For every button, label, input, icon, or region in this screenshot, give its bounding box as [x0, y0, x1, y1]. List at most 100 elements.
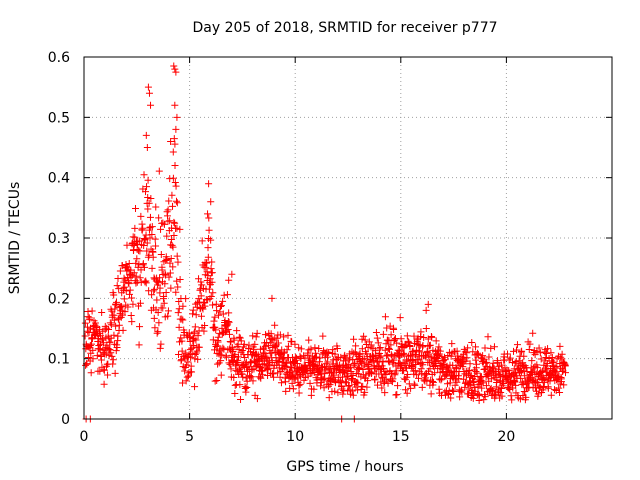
data-point	[81, 332, 89, 340]
data-point	[319, 332, 327, 340]
data-point	[480, 396, 488, 404]
data-point	[317, 382, 325, 390]
data-point	[204, 253, 212, 261]
data-point	[338, 385, 346, 393]
data-point	[137, 212, 145, 220]
y-axis-title: SRMTID / TECUs	[7, 182, 23, 295]
data-point	[187, 362, 195, 370]
data-point	[136, 323, 144, 331]
data-point	[306, 379, 314, 387]
data-point	[462, 357, 470, 365]
data-point	[435, 343, 443, 351]
data-point	[360, 332, 368, 340]
data-point	[200, 327, 208, 335]
data-point	[426, 365, 434, 373]
data-point	[197, 312, 205, 320]
data-point	[547, 391, 555, 399]
data-point	[361, 388, 369, 396]
data-point	[228, 344, 236, 352]
data-point	[465, 385, 473, 393]
data-point	[490, 364, 498, 372]
data-point	[533, 348, 541, 356]
data-point	[171, 179, 179, 187]
data-point	[203, 259, 211, 267]
data-point	[225, 309, 233, 317]
data-point	[350, 335, 358, 343]
data-point	[404, 371, 412, 379]
data-point	[351, 360, 359, 368]
data-point	[197, 292, 205, 300]
data-point	[175, 350, 183, 358]
data-point	[525, 346, 533, 354]
data-point	[321, 370, 329, 378]
data-point	[213, 376, 221, 384]
y-tick-label: 0.1	[48, 352, 70, 368]
data-point	[237, 395, 245, 403]
data-point	[423, 348, 431, 356]
data-point	[154, 328, 162, 336]
data-point	[262, 331, 270, 339]
data-point	[431, 369, 439, 377]
data-point	[125, 290, 133, 298]
data-point	[112, 298, 120, 306]
data-point	[87, 369, 95, 377]
data-point	[345, 382, 353, 390]
data-point	[212, 326, 220, 334]
data-point	[163, 256, 171, 264]
data-point	[139, 260, 147, 268]
data-point	[282, 387, 290, 395]
data-point	[160, 292, 168, 300]
data-point	[231, 350, 239, 358]
data-point	[205, 180, 213, 188]
data-point	[139, 224, 147, 232]
data-point	[164, 312, 172, 320]
data-point	[248, 366, 256, 374]
data-point	[415, 348, 423, 356]
data-point	[224, 317, 232, 325]
data-point	[192, 300, 200, 308]
data-point	[373, 334, 381, 342]
data-point	[551, 363, 559, 371]
data-point	[83, 360, 91, 368]
data-point	[498, 378, 506, 386]
data-point	[548, 357, 556, 365]
data-point	[204, 244, 212, 252]
data-point	[291, 340, 299, 348]
data-point	[172, 68, 180, 76]
data-point	[543, 359, 551, 367]
data-point	[113, 282, 121, 290]
data-point	[88, 335, 96, 343]
data-point	[225, 276, 233, 284]
data-point	[249, 377, 257, 385]
data-point	[207, 198, 215, 206]
data-point	[170, 231, 178, 239]
data-point	[141, 278, 149, 286]
data-point	[453, 347, 461, 355]
data-point	[474, 381, 482, 389]
data-point	[190, 342, 198, 350]
data-point	[276, 373, 284, 381]
data-point	[383, 324, 391, 332]
data-point	[542, 349, 550, 357]
data-point	[167, 255, 175, 263]
data-point	[497, 385, 505, 393]
data-point	[517, 374, 525, 382]
data-point	[231, 381, 239, 389]
data-point	[384, 336, 392, 344]
data-point	[282, 378, 290, 386]
data-point	[560, 381, 568, 389]
data-point	[253, 395, 261, 403]
data-point	[201, 302, 209, 310]
data-point	[171, 101, 179, 109]
data-point	[339, 390, 347, 398]
data-point	[144, 205, 152, 213]
data-point	[239, 373, 247, 381]
data-point	[536, 384, 544, 392]
data-point	[482, 359, 490, 367]
data-point	[214, 333, 222, 341]
data-point	[167, 137, 175, 145]
data-point	[107, 349, 115, 357]
data-point	[186, 346, 194, 354]
data-point	[172, 182, 180, 190]
data-point	[138, 220, 146, 228]
